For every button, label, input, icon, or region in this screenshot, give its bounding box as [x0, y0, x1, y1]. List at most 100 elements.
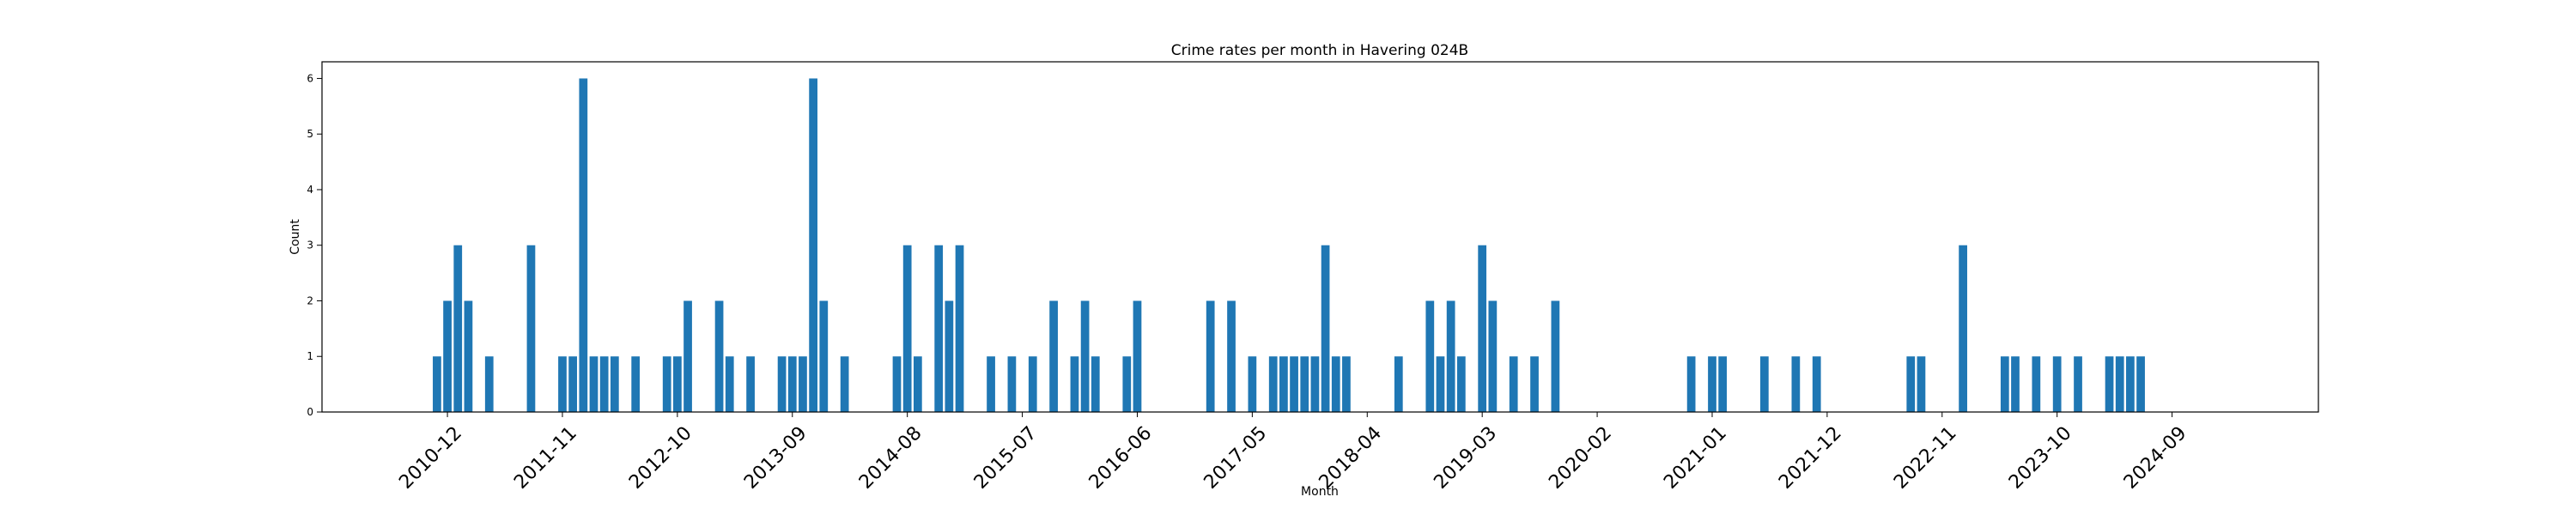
bar-2013-09 [787, 356, 797, 412]
bar-2021-02 [1718, 356, 1728, 412]
x-tick-label: 2014-08 [855, 422, 927, 494]
bar-2013-10 [799, 356, 807, 412]
bar-2012-10 [673, 356, 682, 412]
bar-2016-01 [1080, 300, 1090, 412]
x-tick-label: 2012-10 [625, 422, 696, 494]
bar-2013-03 [725, 356, 734, 412]
bar-2019-04 [1488, 300, 1498, 412]
x-tick-label: 2015-07 [970, 422, 1042, 494]
bar-2023-12 [2074, 356, 2082, 412]
bar-2017-01 [1206, 300, 1215, 412]
bar-2017-05 [1248, 356, 1257, 412]
bar-2021-06 [1759, 356, 1769, 412]
y-tick-label: 1 [307, 350, 313, 362]
bar-2022-09 [1917, 356, 1926, 412]
bar-2019-08 [1530, 356, 1539, 412]
x-tick-label: 2021-12 [1775, 422, 1846, 494]
x-tick-label: 2011-11 [510, 422, 581, 494]
bar-2018-07 [1394, 356, 1403, 412]
bar-2015-01 [955, 245, 964, 412]
bar-2014-12 [945, 300, 954, 412]
x-tick-label: 2013-09 [740, 422, 811, 494]
x-tick-label: 2024-09 [2120, 422, 2191, 494]
y-axis-label: Count [289, 219, 302, 255]
x-tick-label: 2010-12 [395, 422, 466, 494]
bar-2014-08 [902, 245, 912, 412]
x-tick-label: 2019-03 [1430, 422, 1501, 494]
y-tick-label: 6 [307, 72, 313, 84]
bar-2015-10 [1049, 300, 1058, 412]
bar-2011-08 [526, 245, 536, 412]
x-axis-ticks: 2010-12 2011-11 2012-10 2013-09 2014-08 2015-… [395, 412, 2190, 494]
bar-2015-04 [987, 356, 995, 412]
bar-2018-02 [1342, 356, 1351, 412]
bar-2012-06 [631, 356, 641, 412]
bar-2019-03 [1478, 245, 1487, 412]
y-tick-label: 3 [307, 239, 313, 251]
bar-2024-06 [2136, 356, 2145, 412]
bar-2012-11 [683, 300, 692, 412]
plot-frame [321, 61, 2319, 413]
bar-2018-10 [1425, 300, 1435, 412]
bar-2011-01 [453, 245, 463, 412]
bar-2017-09 [1290, 356, 1298, 412]
x-tick-label: 2018-04 [1315, 422, 1387, 494]
bar-2016-02 [1091, 356, 1100, 412]
bar-2012-02 [589, 356, 598, 412]
bar-2014-11 [934, 245, 944, 412]
y-tick-label: 2 [307, 294, 313, 306]
bar-2017-11 [1310, 356, 1320, 412]
bar-2011-04 [484, 356, 494, 412]
bar-2024-04 [2115, 356, 2124, 412]
bar-2020-11 [1686, 356, 1696, 412]
y-tick-label: 4 [307, 184, 313, 196]
bar-2013-08 [777, 356, 787, 412]
bar-2023-10 [2052, 356, 2062, 412]
bar-2012-03 [599, 356, 609, 412]
bar-2017-10 [1300, 356, 1309, 412]
bar-2023-06 [2011, 356, 2020, 412]
bar-2022-08 [1906, 356, 1916, 412]
bar-2019-06 [1509, 356, 1518, 412]
bar-2011-11 [558, 356, 567, 412]
bar-2024-05 [2126, 356, 2135, 412]
bar-2013-12 [819, 300, 829, 412]
bar-2015-06 [1007, 356, 1017, 412]
bar-2019-10 [1551, 300, 1560, 412]
bar-2018-01 [1331, 356, 1340, 412]
bar-2021-09 [1791, 356, 1801, 412]
x-tick-label: 2016-06 [1085, 422, 1157, 494]
x-tick-label: 2022-11 [1890, 422, 1961, 494]
bar-2018-12 [1446, 300, 1455, 412]
bar-2017-08 [1279, 356, 1288, 412]
x-axis-label: Month [1301, 485, 1339, 499]
x-tick-label: 2021-01 [1660, 422, 1731, 494]
bar-2011-12 [568, 356, 578, 412]
bar-2012-01 [579, 78, 588, 412]
bar-2019-01 [1456, 356, 1466, 412]
bar-2021-11 [1812, 356, 1821, 412]
bar-2016-05 [1122, 356, 1132, 412]
bar-2010-11 [433, 356, 441, 412]
bar-2018-11 [1436, 356, 1445, 412]
bar-2013-05 [746, 356, 755, 412]
bar-2012-09 [662, 356, 671, 412]
y-tick-label: 0 [307, 406, 313, 418]
bars-group [433, 78, 2145, 412]
x-tick-label: 2020-02 [1545, 422, 1616, 494]
bar-2014-09 [913, 356, 922, 412]
bar-2016-06 [1133, 300, 1142, 412]
bar-2021-01 [1708, 356, 1716, 412]
bar-2023-08 [2032, 356, 2041, 412]
bar-2014-02 [840, 356, 849, 412]
bar-2017-03 [1227, 300, 1236, 412]
bar-2014-07 [892, 356, 902, 412]
bar-2013-11 [809, 78, 817, 412]
bar-2023-05 [2000, 356, 2009, 412]
y-axis-ticks: 0 1 2 3 4 5 6 [307, 72, 322, 418]
bar-2013-02 [714, 300, 724, 412]
chart-title: Crime rates per month in Havering 024B [1171, 42, 1468, 59]
plot-area [322, 62, 2318, 412]
x-tick-label: 2023-10 [2005, 422, 2076, 494]
